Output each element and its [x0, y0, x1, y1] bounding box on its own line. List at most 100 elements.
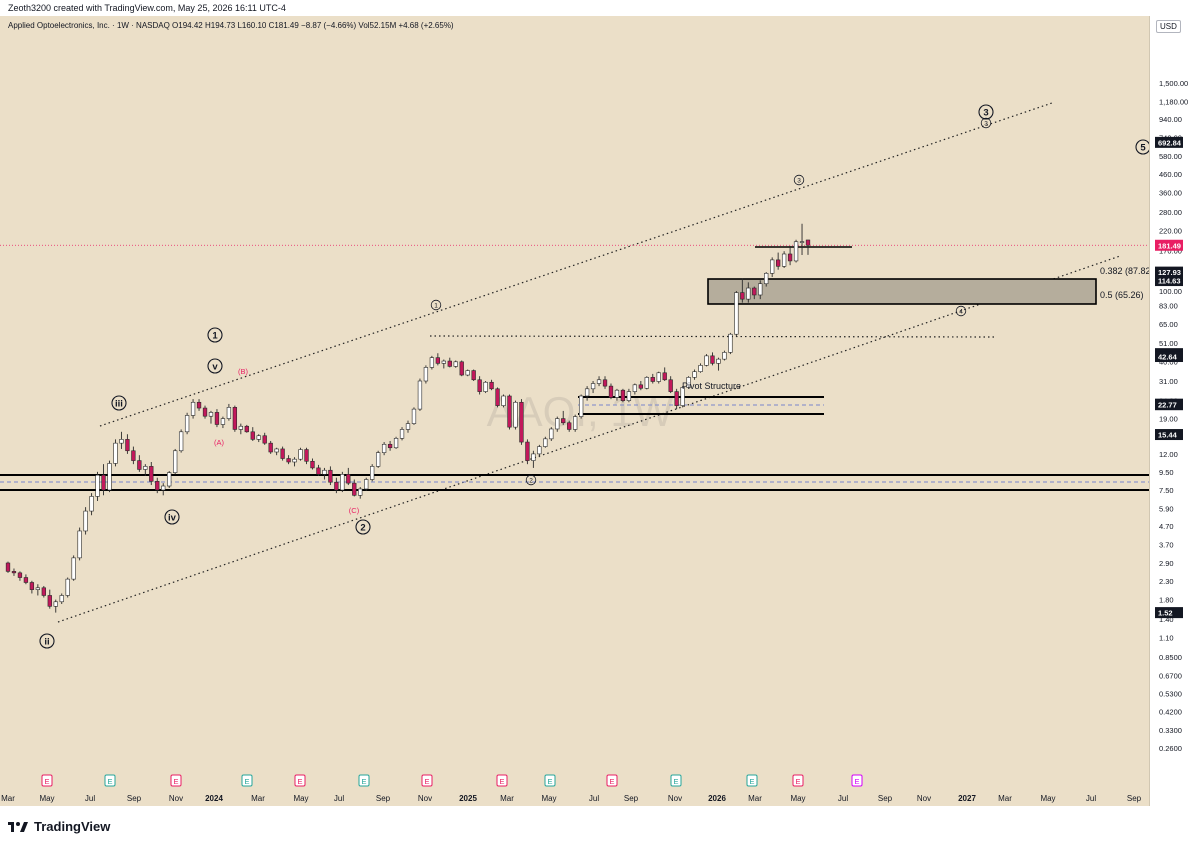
earnings-letter: E: [244, 777, 249, 786]
earnings-letter: E: [297, 777, 302, 786]
earnings-letter: E: [795, 777, 800, 786]
candle: [328, 466, 333, 486]
candle: [644, 376, 649, 390]
candle: [561, 410, 566, 425]
wave-label-circle: [430, 299, 442, 311]
candle: [304, 447, 309, 465]
candle: [95, 471, 100, 501]
wave-label: iv: [164, 509, 180, 525]
fib-level-label: 0.382 (87.82): [1100, 266, 1149, 276]
candle: [465, 369, 470, 377]
candle: [310, 458, 315, 470]
candle-body: [304, 449, 309, 462]
candle-body: [411, 408, 417, 424]
price-tick-label: 1.10: [1159, 633, 1174, 642]
candle: [59, 593, 64, 605]
candle-body: [256, 435, 261, 440]
candle-body: [775, 259, 781, 267]
wave-label-circle: [1135, 139, 1149, 155]
candle-body: [638, 384, 643, 389]
candle: [638, 381, 643, 391]
price-tick-label: 940.00: [1159, 115, 1182, 124]
wave-label-text: (B): [238, 367, 249, 376]
candle: [178, 429, 184, 453]
candle-body: [567, 422, 572, 430]
candle: [47, 589, 52, 609]
price-badge: 15.44: [1155, 429, 1183, 441]
candle-body: [178, 431, 184, 452]
attribution-text: Zeoth3200 created with TradingView.com, …: [8, 3, 286, 13]
wave-label: 3: [793, 174, 805, 186]
candle-body: [483, 381, 488, 392]
wave-label-circle: [980, 117, 992, 129]
candle-body: [531, 453, 536, 461]
price-axis[interactable]: 1,500.001,180.00940.00740.00580.00460.00…: [1149, 16, 1200, 806]
candle: [250, 427, 255, 441]
candle: [322, 467, 327, 480]
time-tick-label: Jul: [85, 794, 95, 803]
candle: [549, 427, 554, 441]
earnings-letter: E: [107, 777, 112, 786]
wave-label-text: 5: [1140, 143, 1146, 154]
candle: [447, 357, 452, 368]
candle: [161, 483, 166, 496]
candle-body: [322, 469, 327, 475]
candle-body: [770, 259, 775, 274]
currency-button[interactable]: USD: [1156, 20, 1181, 33]
candle-body: [143, 466, 148, 470]
candle: [11, 568, 17, 576]
price-chart[interactable]: AAOI, 1W 0.382 (87.82)0.5 (65.26) 335311…: [0, 16, 1149, 806]
candle: [280, 446, 285, 461]
earnings-letter: E: [609, 777, 614, 786]
time-tick-label: Mar: [500, 794, 514, 803]
price-badge-bg: [1155, 429, 1183, 441]
tradingview-logo[interactable]: TradingView: [8, 819, 110, 834]
candle-body: [65, 578, 70, 596]
earnings-marker: E: [170, 774, 182, 787]
candle-body: [596, 379, 602, 384]
candle-body: [561, 418, 566, 424]
candle: [710, 352, 715, 366]
candle-body: [650, 377, 655, 382]
wave-label: 1: [207, 327, 223, 343]
wave-label-text: v: [212, 362, 218, 373]
candle-body: [274, 448, 279, 453]
candle: [453, 360, 458, 368]
earnings-letter: E: [361, 777, 366, 786]
earnings-marker: E: [496, 774, 508, 787]
wave-label-text: iii: [115, 399, 123, 410]
candle: [71, 555, 76, 581]
candle: [770, 257, 775, 278]
candle: [167, 471, 172, 488]
candle-body: [513, 401, 518, 428]
candle: [734, 291, 739, 337]
price-badge-value: 15.44: [1158, 431, 1178, 440]
candle-body: [728, 333, 733, 353]
earnings-letter: E: [173, 777, 178, 786]
candle-body: [441, 360, 446, 364]
candle-body: [137, 460, 142, 470]
price-badge-bg: [1155, 351, 1183, 363]
time-axis[interactable]: Mar May Jul Sep Nov 2024 Mar May Jul Sep Nov 2025 Ma…: [0, 790, 1149, 806]
candle-body: [280, 448, 285, 459]
candle-body: [232, 407, 238, 430]
candle-body: [131, 450, 136, 461]
earnings-letter: E: [424, 777, 429, 786]
wave-label: iii: [111, 395, 127, 411]
candle: [358, 486, 363, 499]
price-tick-label: 3.70: [1159, 540, 1174, 549]
candle: [686, 376, 691, 389]
candle-body: [346, 474, 351, 484]
time-tick-label: Mar: [748, 794, 762, 803]
candle-body: [190, 401, 196, 416]
wave-label-circle: [525, 474, 537, 486]
time-tick-label: Jul: [589, 794, 599, 803]
candle: [5, 561, 11, 573]
candle-body: [590, 383, 596, 390]
earnings-marker: E: [358, 774, 370, 787]
earnings-letter: E: [854, 777, 859, 786]
earnings-marker: E: [241, 774, 253, 787]
candle: [238, 423, 243, 435]
earnings-letter: E: [499, 777, 504, 786]
